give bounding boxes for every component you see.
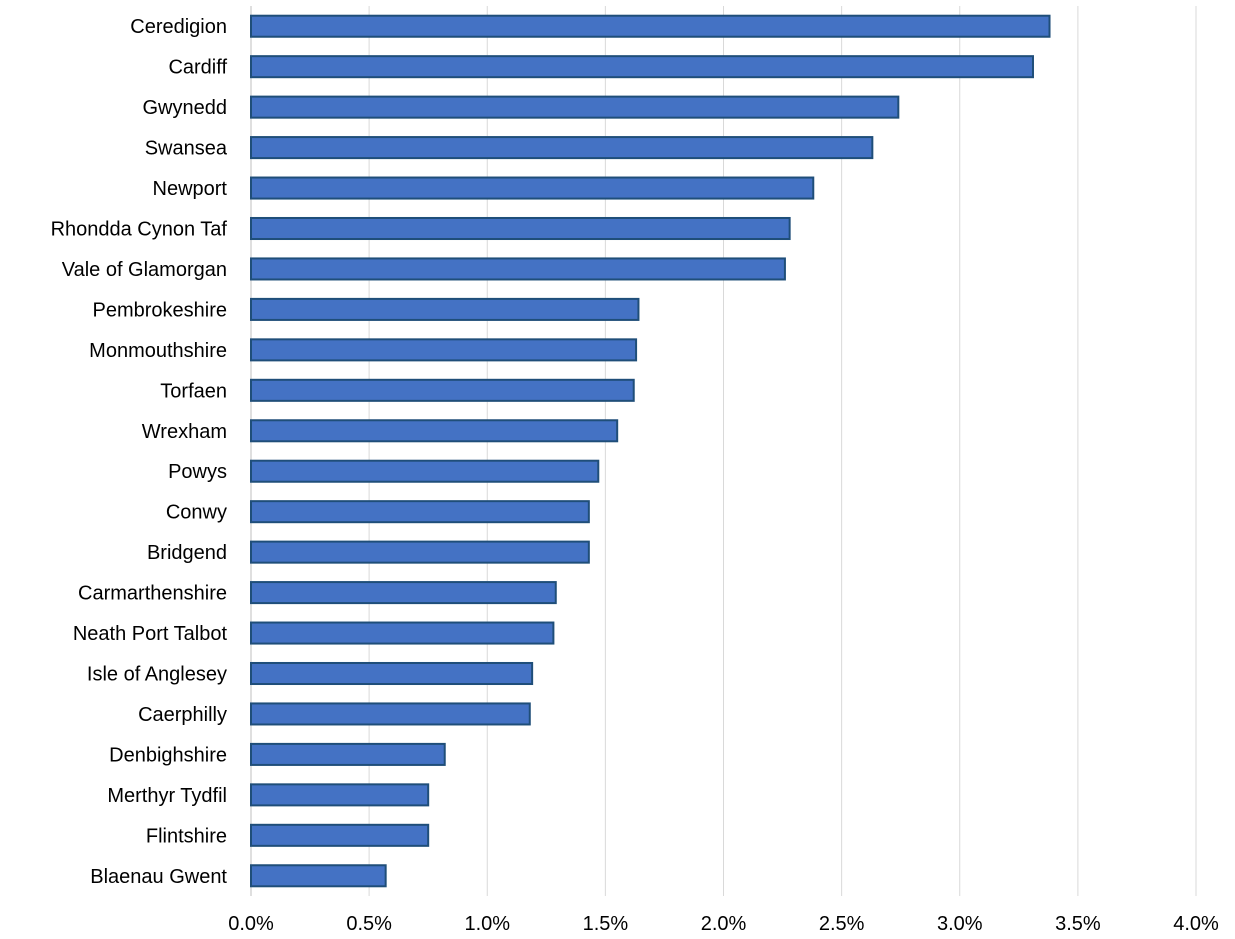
bar xyxy=(250,216,791,241)
category-label: Torfaen xyxy=(160,380,227,402)
x-tick-label: 1.0% xyxy=(464,913,510,935)
category-label: Merthyr Tydfil xyxy=(107,785,227,807)
bar xyxy=(250,378,635,402)
x-tick-label: 4.0% xyxy=(1173,913,1219,935)
category-label: Ceredigion xyxy=(130,16,227,38)
bar xyxy=(250,783,430,807)
x-tick-label: 3.0% xyxy=(937,913,983,935)
category-label: Newport xyxy=(153,178,228,200)
category-label: Carmarthenshire xyxy=(78,583,227,605)
category-label: Conwy xyxy=(166,502,227,524)
category-label: Gwynedd xyxy=(143,97,228,119)
bar xyxy=(250,338,638,362)
bar xyxy=(250,500,590,524)
category-label: Bridgend xyxy=(147,542,227,564)
category-label: Denbighshire xyxy=(109,744,227,766)
bar xyxy=(250,742,446,766)
x-tick-label: 0.0% xyxy=(228,913,274,935)
x-tick-label: 0.5% xyxy=(346,913,392,935)
category-label: Pembrokeshire xyxy=(92,299,227,321)
bar xyxy=(250,419,619,443)
x-tick-label: 1.5% xyxy=(583,913,629,935)
category-label: Blaenau Gwent xyxy=(90,866,227,888)
bar xyxy=(250,257,786,281)
bar xyxy=(250,823,430,847)
x-tick-label: 2.0% xyxy=(701,913,747,935)
x-axis-tick-labels: 0.0% 0.5% 1.0% 1.5% 2.0% 2.5% 3.0% 3.5% 4.0% xyxy=(228,913,1219,935)
bar xyxy=(250,297,640,321)
bar xyxy=(250,136,874,160)
bar xyxy=(250,540,590,564)
category-label: Neath Port Talbot xyxy=(73,623,228,645)
bar xyxy=(250,621,555,645)
bar xyxy=(250,459,600,483)
category-label: Flintshire xyxy=(146,825,227,847)
bar xyxy=(250,661,534,686)
category-label: Powys xyxy=(168,461,227,483)
bar xyxy=(250,581,557,605)
bar xyxy=(250,14,1051,38)
bar xyxy=(250,702,531,726)
category-label: Swansea xyxy=(145,138,228,160)
category-label: Vale of Glamorgan xyxy=(62,259,227,281)
bar xyxy=(250,95,900,119)
bar xyxy=(250,864,387,888)
x-tick-label: 3.5% xyxy=(1055,913,1101,935)
category-label: Cardiff xyxy=(168,57,227,79)
bar xyxy=(250,176,815,200)
bar xyxy=(250,55,1034,79)
category-label: Wrexham xyxy=(142,421,227,443)
category-labels: Ceredigion Cardiff Gwynedd Swansea Newport Rh… xyxy=(51,16,228,888)
category-label: Caerphilly xyxy=(138,704,227,726)
x-tick-label: 2.5% xyxy=(819,913,865,935)
category-label: Isle of Anglesey xyxy=(87,664,227,686)
bars xyxy=(250,14,1051,888)
category-label: Monmouthshire xyxy=(89,340,227,362)
category-label: Rhondda Cynon Taf xyxy=(51,219,228,241)
